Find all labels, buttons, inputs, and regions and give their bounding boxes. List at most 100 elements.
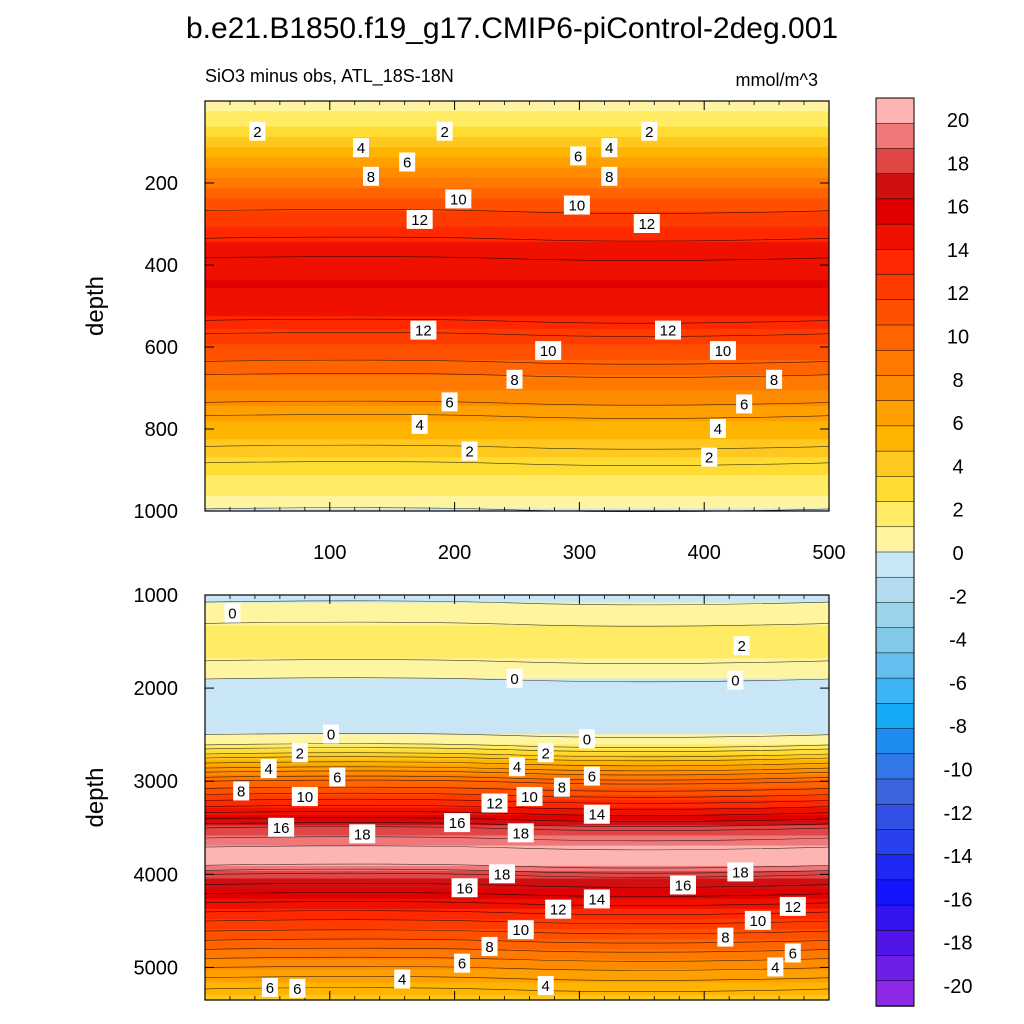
contour-label: 2 — [737, 638, 745, 655]
contour-label: 2 — [705, 450, 713, 467]
contour-band — [205, 805, 829, 809]
contour-label-box — [633, 214, 660, 233]
contour-band — [205, 941, 829, 945]
colorbar-swatch — [875, 148, 915, 175]
contour-band — [205, 807, 829, 811]
contour-band — [205, 200, 829, 205]
contour-band — [205, 134, 829, 138]
contour-band — [205, 183, 829, 187]
contour-band — [205, 190, 829, 194]
contour-band — [205, 691, 829, 695]
contour-band — [205, 495, 829, 499]
contour-label: 0 — [510, 671, 518, 688]
contour-label: 8 — [367, 169, 375, 186]
contour-line — [204, 752, 830, 758]
contour-band — [205, 741, 829, 745]
contour-line — [204, 621, 830, 627]
contour-band — [205, 124, 829, 128]
contour-band — [205, 113, 829, 117]
contour-label: 10 — [296, 789, 313, 806]
contour-band — [205, 259, 829, 264]
contour-band — [205, 116, 829, 120]
contour-band — [205, 234, 829, 238]
contour-band — [205, 285, 829, 289]
contour-band — [205, 688, 829, 692]
contour-line — [204, 987, 830, 992]
contour-band — [205, 660, 829, 664]
contour-label-box — [444, 813, 471, 833]
contour-band — [205, 270, 829, 274]
contour-band — [205, 784, 829, 788]
contour-line — [204, 863, 830, 869]
contour-label: 12 — [784, 899, 801, 916]
contour-band — [205, 457, 829, 461]
colorbar-label: -8 — [949, 716, 967, 738]
contour-band — [205, 334, 829, 338]
contour-band — [205, 643, 829, 647]
contour-label-box — [709, 341, 736, 361]
contour-label: 2 — [645, 124, 653, 141]
contour-band — [205, 860, 829, 864]
contour-label: 8 — [485, 939, 493, 956]
contour-band — [205, 464, 829, 469]
contour-band — [205, 229, 829, 233]
contour-band — [205, 754, 829, 758]
contour-label: 18 — [732, 864, 749, 881]
contour-band — [205, 620, 829, 624]
contour-label: 0 — [327, 727, 335, 744]
contour-band — [205, 393, 829, 397]
colorbar-swatch — [875, 249, 915, 276]
contour-label-box — [767, 957, 784, 977]
y-tick-label: 1000 — [134, 501, 179, 523]
contour-band — [205, 635, 829, 639]
contour-band — [205, 901, 829, 905]
contour-label: 12 — [638, 216, 655, 233]
colorbar-label: 10 — [947, 327, 969, 349]
contour-line — [204, 779, 830, 785]
contour-label: 18 — [354, 826, 371, 843]
contour-band — [205, 886, 829, 890]
contour-label-box — [454, 953, 471, 973]
colorbar: 20181614121086420-2-4-6-8-10-12-14-16-18… — [875, 97, 972, 1007]
contour-band — [205, 845, 829, 849]
contour-label: 2 — [253, 124, 261, 141]
contour-label-box — [249, 121, 266, 141]
contour-band — [205, 736, 829, 740]
colorbar-swatch — [875, 476, 915, 503]
contour-band — [205, 870, 829, 875]
contour-line — [204, 414, 830, 419]
contour-band — [205, 946, 829, 950]
contour-label: 6 — [293, 981, 301, 998]
contour-label-box — [353, 138, 369, 158]
contour-band — [205, 262, 829, 266]
contour-label: 2 — [440, 124, 448, 141]
contour-label: 14 — [589, 891, 606, 908]
colorbar-label: 12 — [947, 283, 969, 305]
contour-band — [205, 640, 829, 644]
contour-band — [205, 951, 829, 956]
colorbar-swatch — [875, 652, 915, 679]
contour-line — [204, 966, 830, 971]
contour-band — [205, 701, 829, 705]
colorbar-swatch — [875, 904, 915, 932]
contour-band — [205, 126, 829, 130]
contour-label: 12 — [411, 212, 428, 229]
contour-band — [205, 429, 829, 433]
contour-band — [205, 994, 829, 999]
contour-label-box — [641, 121, 658, 141]
contour-band — [205, 149, 829, 153]
contour-line — [204, 811, 830, 816]
contour-label-box — [507, 920, 534, 940]
contour-label: 4 — [398, 972, 406, 989]
contour-line — [204, 910, 830, 915]
contour-band — [205, 144, 829, 148]
contour-label: 10 — [450, 191, 467, 208]
contour-band — [205, 300, 829, 305]
contour-label-box — [441, 392, 458, 412]
contour-label-box — [399, 152, 416, 172]
contour-band — [205, 354, 829, 358]
contour-band — [205, 477, 829, 481]
colorbar-swatch — [875, 627, 915, 654]
colorbar-swatch — [875, 274, 915, 301]
